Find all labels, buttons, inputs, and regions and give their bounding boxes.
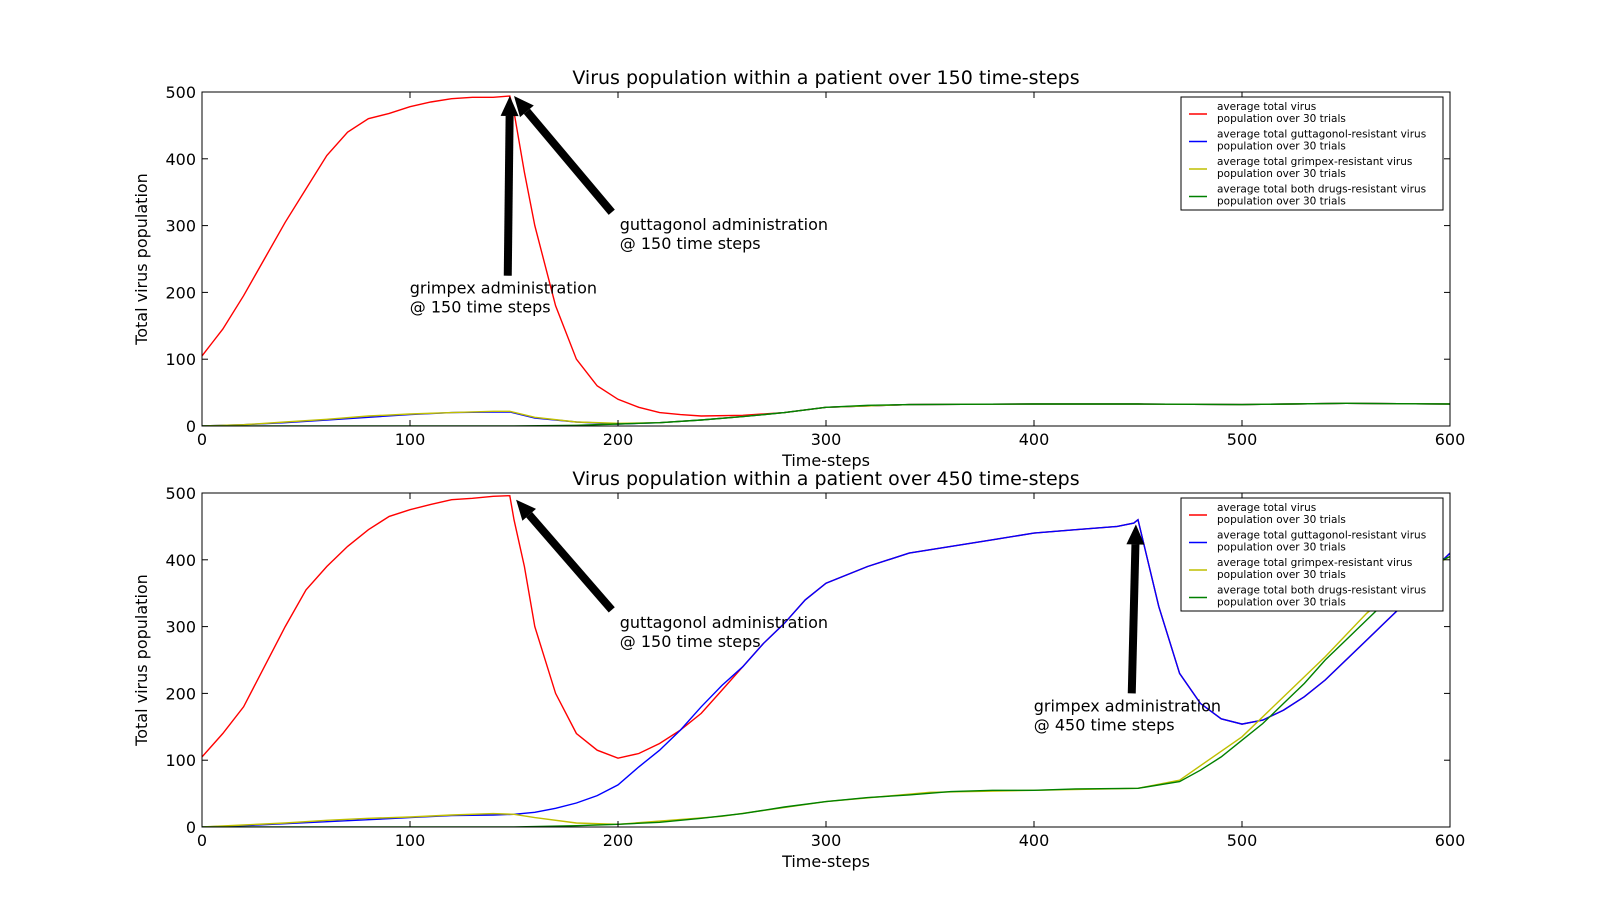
annotation-text: @ 150 time steps	[620, 234, 761, 253]
arrow-shaft	[523, 108, 615, 215]
y-tick-label: 100	[165, 751, 196, 770]
y-axis-label: Total virus population	[132, 574, 151, 747]
x-tick-label: 100	[395, 831, 426, 850]
legend-label: population over 30 trials	[1217, 113, 1346, 125]
annotation-arrow	[1126, 524, 1145, 694]
y-tick-label: 300	[165, 618, 196, 637]
annotation-arrow	[500, 96, 519, 276]
y-tick-label: 400	[165, 551, 196, 570]
series-line-3	[202, 402, 1450, 426]
arrow-shaft	[1127, 544, 1140, 694]
x-tick-label: 300	[811, 831, 842, 850]
legend-label: population over 30 trials	[1217, 141, 1346, 153]
annotation-text: grimpex administration	[410, 279, 597, 298]
x-axis-label: Time-steps	[781, 451, 870, 470]
y-axis-label: Total virus population	[132, 173, 151, 346]
arrow-shaft	[526, 512, 615, 613]
x-tick-label: 200	[603, 831, 634, 850]
y-tick-label: 200	[165, 684, 196, 703]
x-tick-label: 0	[197, 831, 207, 850]
y-tick-label: 0	[186, 417, 196, 436]
series-line-2	[202, 555, 1450, 827]
arrow-head	[514, 96, 534, 118]
x-tick-label: 0	[197, 430, 207, 449]
y-tick-label: 500	[165, 83, 196, 102]
legend-label: average total both drugs-resistant virus	[1217, 184, 1426, 196]
annotation-text: grimpex administration	[1034, 696, 1221, 715]
legend-label: population over 30 trials	[1217, 569, 1346, 581]
y-tick-label: 100	[165, 350, 196, 369]
annotation-arrow	[514, 96, 615, 215]
annotation-arrow	[516, 499, 615, 613]
x-tick-label: 400	[1019, 430, 1050, 449]
chart-virus-150: Virus population within a patient over 1…	[132, 67, 1465, 470]
x-tick-label: 500	[1227, 831, 1258, 850]
y-tick-label: 400	[165, 150, 196, 169]
annotation-text: @ 150 time steps	[620, 632, 761, 651]
y-tick-label: 500	[165, 484, 196, 503]
legend-label: average total virus	[1217, 101, 1316, 113]
series-line-3	[202, 555, 1450, 827]
legend-label: population over 30 trials	[1217, 514, 1346, 526]
x-tick-label: 300	[811, 430, 842, 449]
chart-title: Virus population within a patient over 1…	[572, 67, 1079, 89]
legend-label: population over 30 trials	[1217, 597, 1346, 609]
y-tick-label: 200	[165, 283, 196, 302]
arrow-head	[1126, 524, 1145, 545]
legend-label: population over 30 trials	[1217, 196, 1346, 208]
annotation-text: @ 450 time steps	[1034, 715, 1175, 734]
x-tick-label: 600	[1435, 430, 1466, 449]
arrow-head	[516, 499, 536, 521]
legend-label: population over 30 trials	[1217, 542, 1346, 554]
x-tick-label: 500	[1227, 430, 1258, 449]
x-axis-label: Time-steps	[781, 852, 870, 871]
annotation-text: @ 150 time steps	[410, 298, 551, 317]
legend-box	[1180, 497, 1444, 612]
legend-label: average total grimpex-resistant virus	[1217, 557, 1412, 569]
x-tick-label: 600	[1435, 831, 1466, 850]
x-tick-label: 200	[603, 430, 634, 449]
legend-label: average total virus	[1217, 502, 1316, 514]
annotation-text: guttagonol administration	[620, 613, 828, 632]
chart-virus-450: Virus population within a patient over 4…	[132, 468, 1465, 871]
legend-box	[1180, 96, 1444, 211]
legend-label: population over 30 trials	[1217, 168, 1346, 180]
chart-title: Virus population within a patient over 4…	[572, 468, 1079, 490]
x-tick-label: 100	[395, 430, 426, 449]
legend-label: average total both drugs-resistant virus	[1217, 585, 1426, 597]
y-tick-label: 0	[186, 818, 196, 837]
arrow-head	[500, 96, 519, 117]
legend-label: average total guttagonol-resistant virus	[1217, 129, 1426, 141]
legend-label: average total grimpex-resistant virus	[1217, 156, 1412, 168]
y-tick-label: 300	[165, 217, 196, 236]
legend-label: average total guttagonol-resistant virus	[1217, 530, 1426, 542]
x-tick-label: 400	[1019, 831, 1050, 850]
arrow-shaft	[503, 115, 514, 276]
annotation-text: guttagonol administration	[620, 215, 828, 234]
